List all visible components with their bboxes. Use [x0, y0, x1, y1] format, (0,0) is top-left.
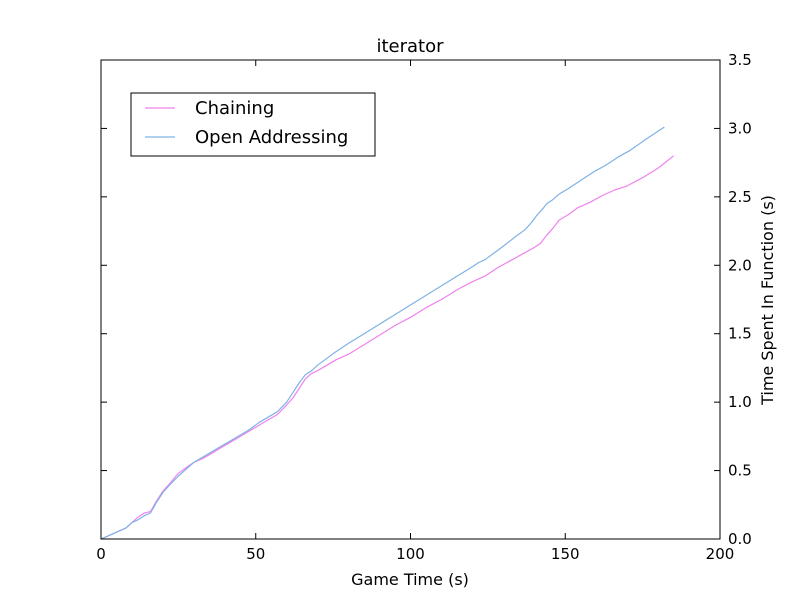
y-tick-label: 2.0 — [728, 256, 752, 274]
legend-items: Chaining Open Addressing — [145, 98, 348, 148]
legend-label-open-addressing: Open Addressing — [195, 127, 348, 148]
y-tick-label: 0.5 — [728, 462, 752, 480]
series-line-chaining — [100, 155, 674, 540]
y-tick-label: 1.5 — [728, 325, 752, 343]
y-tick-label: 3.0 — [728, 119, 752, 137]
y-axis: 0.0 0.5 1.0 1.5 2.0 2.5 3.0 3.5 — [101, 51, 752, 548]
x-tick-label: 50 — [246, 545, 265, 563]
x-axis: 0 50 100 150 200 — [96, 60, 734, 563]
x-axis-title: Game Time (s) — [351, 570, 469, 589]
x-tick-label: 100 — [396, 545, 425, 563]
chart-title: iterator — [376, 36, 444, 57]
x-tick-label: 200 — [706, 545, 735, 563]
series-line-open-addressing — [100, 126, 665, 540]
legend: Chaining Open Addressing — [130, 92, 376, 157]
y-tick-label: 0.0 — [728, 530, 752, 548]
y-tick-label: 3.5 — [728, 51, 752, 69]
y-axis-title: Time Spent In Function (s) — [758, 195, 777, 406]
x-tick-label: 0 — [96, 545, 106, 563]
series-layer — [100, 126, 674, 540]
legend-label-chaining: Chaining — [195, 98, 274, 119]
legend-box — [130, 92, 376, 157]
y-tick-label: 2.5 — [728, 188, 752, 206]
y-tick-label: 1.0 — [728, 393, 752, 411]
x-tick-label: 150 — [551, 545, 580, 563]
